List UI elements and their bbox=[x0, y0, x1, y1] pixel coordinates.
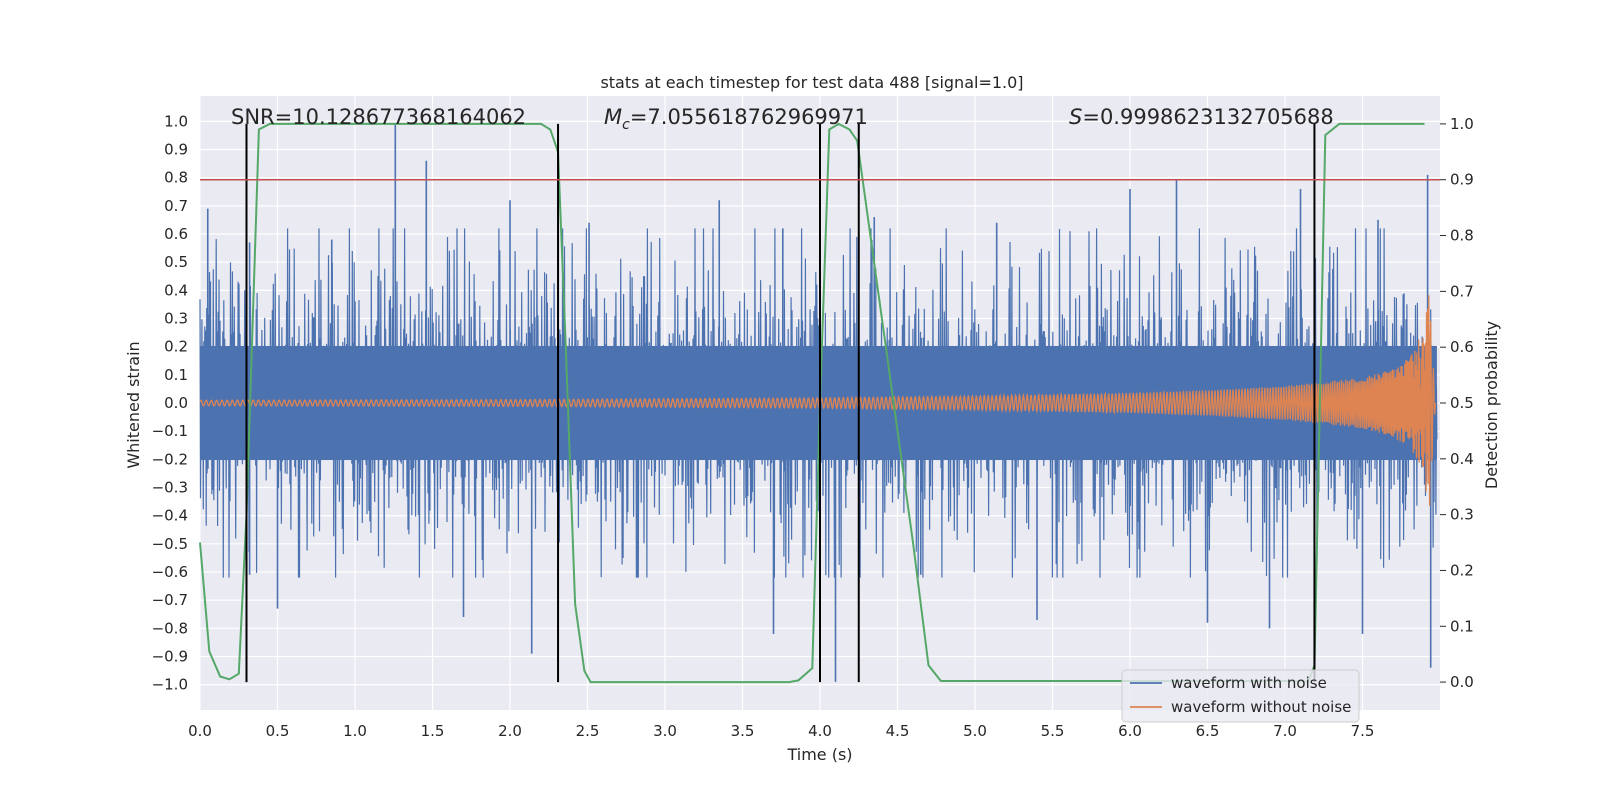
score-value: =0.9998623132705688 bbox=[1082, 105, 1333, 129]
chirp-mass-symbol: M bbox=[604, 105, 622, 129]
y-tick-label: 0.9 bbox=[164, 141, 188, 159]
clean-waveform-line bbox=[199, 295, 1436, 506]
score-annotation: S=0.9998623132705688 bbox=[1069, 105, 1334, 129]
y2-tick-label: 1.0 bbox=[1450, 115, 1474, 133]
legend-box bbox=[1121, 669, 1360, 723]
y-tick-label: 0.6 bbox=[164, 225, 188, 243]
y-tick-label: 0.4 bbox=[164, 281, 188, 299]
x-axis-label: Time (s) bbox=[786, 745, 852, 764]
legend-noise-label: waveform with noise bbox=[1171, 674, 1327, 692]
x-tick-label: 7.5 bbox=[1351, 722, 1375, 740]
x-tick-label: 5.0 bbox=[963, 722, 987, 740]
x-tick-label: 6.0 bbox=[1118, 722, 1142, 740]
y2-tick-label: 0.3 bbox=[1450, 506, 1474, 524]
score-symbol: S bbox=[1069, 105, 1082, 129]
y2-axis-label: Detection probability bbox=[1482, 321, 1501, 489]
y-tick-label: 0.8 bbox=[164, 169, 188, 187]
x-tick-label: 4.0 bbox=[808, 722, 832, 740]
y2-tick-label: 0.8 bbox=[1450, 227, 1474, 245]
y-tick-label: 0.2 bbox=[164, 338, 188, 356]
x-tick-label: 7.0 bbox=[1273, 722, 1297, 740]
x-axis: 0.0 0.5 1.0 1.5 2.0 2.5 3.0 3.5 4.0 4.5 5.0 5.5 6.0 6… bbox=[188, 722, 1374, 740]
y2-axis: 1.0 0.9 0.8 0.7 0.6 0.5 0.4 0.3 0.2 0.1 0.0 bbox=[1440, 115, 1474, 691]
y-tick-label: −0.5 bbox=[152, 535, 188, 553]
x-tick-label: 1.5 bbox=[421, 722, 445, 740]
y2-tick-label: 0.9 bbox=[1450, 171, 1474, 189]
y2-tick-label: 0.7 bbox=[1450, 282, 1474, 300]
x-tick-label: 5.5 bbox=[1041, 722, 1065, 740]
event-markers bbox=[245, 123, 1316, 683]
x-tick-label: 3.5 bbox=[731, 722, 755, 740]
chirp-mass-annotation: Mc=7.055618762969971 bbox=[604, 105, 868, 133]
y2-tick-label: 0.0 bbox=[1450, 673, 1474, 691]
y-tick-label: −0.8 bbox=[152, 619, 188, 637]
y2-tick-label: 0.5 bbox=[1450, 394, 1474, 412]
y2-tick-label: 0.6 bbox=[1450, 338, 1474, 356]
chart-title: stats at each timestep for test data 488… bbox=[600, 73, 1023, 92]
snr-annotation: SNR=10.128677368164062 bbox=[231, 105, 526, 129]
x-tick-label: 6.5 bbox=[1196, 722, 1220, 740]
series bbox=[199, 122, 1438, 684]
y-tick-label: 0.0 bbox=[164, 394, 188, 412]
y-tick-label: −1.0 bbox=[152, 676, 188, 694]
y2-tick-label: 0.1 bbox=[1450, 617, 1474, 635]
x-tick-label: 1.0 bbox=[343, 722, 367, 740]
chirp-mass-value: =7.055618762969971 bbox=[630, 105, 868, 129]
y-tick-label: −0.2 bbox=[152, 450, 188, 468]
y-axis: 1.0 0.9 0.8 0.7 0.6 0.5 0.4 0.3 0.2 0.1 0.0 −0.1 −0.… bbox=[152, 112, 188, 693]
y-tick-label: −0.3 bbox=[152, 478, 188, 496]
x-tick-label: 0.0 bbox=[188, 722, 212, 740]
y-tick-label: −0.1 bbox=[152, 422, 188, 440]
chirp-mass-subscript: c bbox=[622, 117, 630, 133]
y-tick-label: 0.1 bbox=[164, 366, 188, 384]
y-tick-label: −0.7 bbox=[152, 591, 188, 609]
legend: waveform with noise waveform without noi… bbox=[1121, 669, 1360, 723]
y2-tick-label: 0.4 bbox=[1450, 450, 1474, 468]
y-tick-label: 0.5 bbox=[164, 253, 188, 271]
y-tick-label: 1.0 bbox=[164, 112, 188, 130]
x-tick-label: 0.5 bbox=[266, 722, 290, 740]
legend-clean-label: waveform without noise bbox=[1171, 698, 1351, 716]
y-tick-label: −0.9 bbox=[152, 647, 188, 665]
y-axis-label: Whitened strain bbox=[124, 341, 143, 468]
y-tick-label: 0.7 bbox=[164, 197, 188, 215]
y-tick-label: −0.6 bbox=[152, 563, 188, 581]
x-tick-label: 3.0 bbox=[653, 722, 677, 740]
x-tick-label: 4.5 bbox=[886, 722, 910, 740]
y2-tick-label: 0.2 bbox=[1450, 561, 1474, 579]
x-tick-label: 2.5 bbox=[576, 722, 600, 740]
x-tick-label: 2.0 bbox=[498, 722, 522, 740]
y-tick-label: −0.4 bbox=[152, 507, 188, 525]
y-tick-label: 0.3 bbox=[164, 310, 188, 328]
